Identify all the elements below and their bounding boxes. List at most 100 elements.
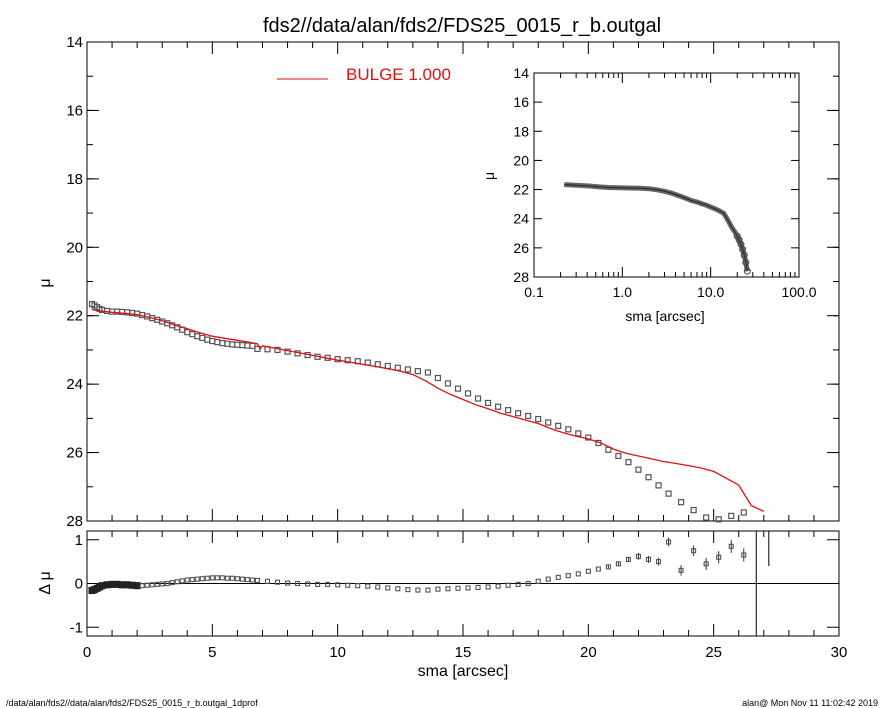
profile-point [224, 340, 231, 347]
profile-point [209, 337, 216, 345]
profile-point [690, 506, 697, 514]
profile-point [189, 331, 196, 338]
residual-point [194, 576, 200, 582]
profile-point [555, 422, 562, 429]
residual-point [179, 578, 185, 584]
x-tick-label: 20 [580, 644, 597, 661]
main-y-tick-label: 28 [66, 513, 83, 530]
main-y-tick-label: 18 [66, 171, 83, 188]
residual-point [184, 577, 190, 583]
inset-x-tick-label: 1.0 [613, 284, 633, 300]
profile-point [194, 333, 201, 340]
profile-point [545, 419, 552, 426]
residual-point [244, 577, 250, 583]
residual-y-tick-label: 0 [75, 576, 83, 593]
footer-right: alan@ Mon Nov 11 11:02:42 2019 [742, 698, 878, 708]
x-tick-label: 30 [831, 644, 848, 661]
residual-point [284, 580, 291, 586]
main-y-tick-label: 16 [66, 102, 83, 119]
residual-point [425, 587, 431, 593]
residual-point [655, 559, 662, 565]
profile-point [585, 434, 592, 441]
x-tick-label: 15 [455, 644, 472, 661]
residual-point [315, 581, 321, 587]
profile-point [404, 366, 411, 373]
residual-point [355, 583, 361, 589]
profile-point [249, 342, 256, 349]
profile-point [199, 334, 206, 342]
profile-point [214, 338, 221, 346]
residual-point [335, 582, 341, 588]
main-plot-area [88, 300, 765, 523]
inset-x-tick-label: 10.0 [697, 284, 724, 300]
profile-point [434, 374, 442, 382]
profile-point [505, 407, 512, 414]
inset-profile-point [735, 236, 743, 244]
residual-point [249, 577, 255, 583]
residual-point [703, 561, 709, 567]
residual-point [691, 548, 697, 554]
residual-point [385, 585, 391, 591]
inset-y-axis-label: μ [481, 172, 497, 180]
residual-point [575, 571, 581, 577]
profile-point [239, 342, 246, 349]
profile-point [703, 514, 710, 521]
profile-point [464, 390, 472, 397]
residual-point [545, 576, 551, 582]
residual-point [295, 580, 301, 587]
inset-axis-ticks: 14 16 18 20 22 24 26 280.1 1.0 10.0 100.0 [513, 65, 816, 300]
residual-point [214, 575, 220, 581]
profile-point [715, 516, 722, 523]
residual-point [133, 582, 141, 590]
profile-point [394, 364, 401, 371]
residual-point [465, 585, 471, 591]
x-tick-label: 10 [329, 644, 346, 661]
profile-point [677, 499, 685, 506]
inset-y-tick-label: 24 [513, 211, 529, 227]
profile-point [575, 430, 582, 437]
bulge-model-line [91, 308, 765, 512]
residual-point [149, 582, 155, 588]
profile-point [728, 512, 735, 519]
residual-axis-ticks: 10-10 5 10 15 20 25 30 [70, 531, 848, 661]
residual-point [189, 577, 195, 583]
residual-point [365, 583, 371, 589]
residual-point [254, 577, 261, 583]
residual-point [139, 583, 145, 589]
profile-point [615, 452, 622, 460]
profile-point [414, 368, 421, 375]
inset-x-axis-label: sma [arcsec] [625, 308, 704, 324]
profile-point [655, 482, 662, 489]
inset-profile-point [740, 251, 748, 259]
inset-y-tick-label: 18 [513, 123, 529, 139]
residual-point [455, 585, 461, 591]
residual-point [645, 556, 652, 562]
profile-point [515, 410, 522, 417]
residual-point [665, 539, 672, 545]
residual-point [169, 580, 175, 586]
residual-point [154, 581, 160, 587]
profile-point [229, 341, 236, 348]
inset-y-tick-label: 28 [513, 269, 529, 285]
residual-point [505, 582, 511, 588]
residual-point [325, 581, 331, 587]
legend-label: BULGE 1.000 [346, 65, 451, 84]
residual-point [239, 576, 245, 582]
residual-point [274, 579, 281, 585]
inset-y-tick-label: 14 [513, 65, 529, 81]
profile-point [635, 466, 642, 473]
residual-point [625, 556, 631, 562]
profile-point [454, 385, 462, 392]
residual-point [164, 580, 170, 587]
profile-point [184, 329, 191, 336]
profile-point [645, 474, 652, 481]
residual-y-tick-label: -1 [70, 619, 83, 636]
residual-point [305, 581, 311, 587]
residual-point [204, 575, 210, 581]
residual-plot-area [88, 537, 747, 595]
inset-y-tick-label: 16 [513, 94, 529, 110]
residual-point [435, 586, 441, 592]
profile-point [665, 490, 672, 497]
footer-left: /data/alan/fds2//data/alan/fds2/FDS25_00… [6, 698, 258, 708]
